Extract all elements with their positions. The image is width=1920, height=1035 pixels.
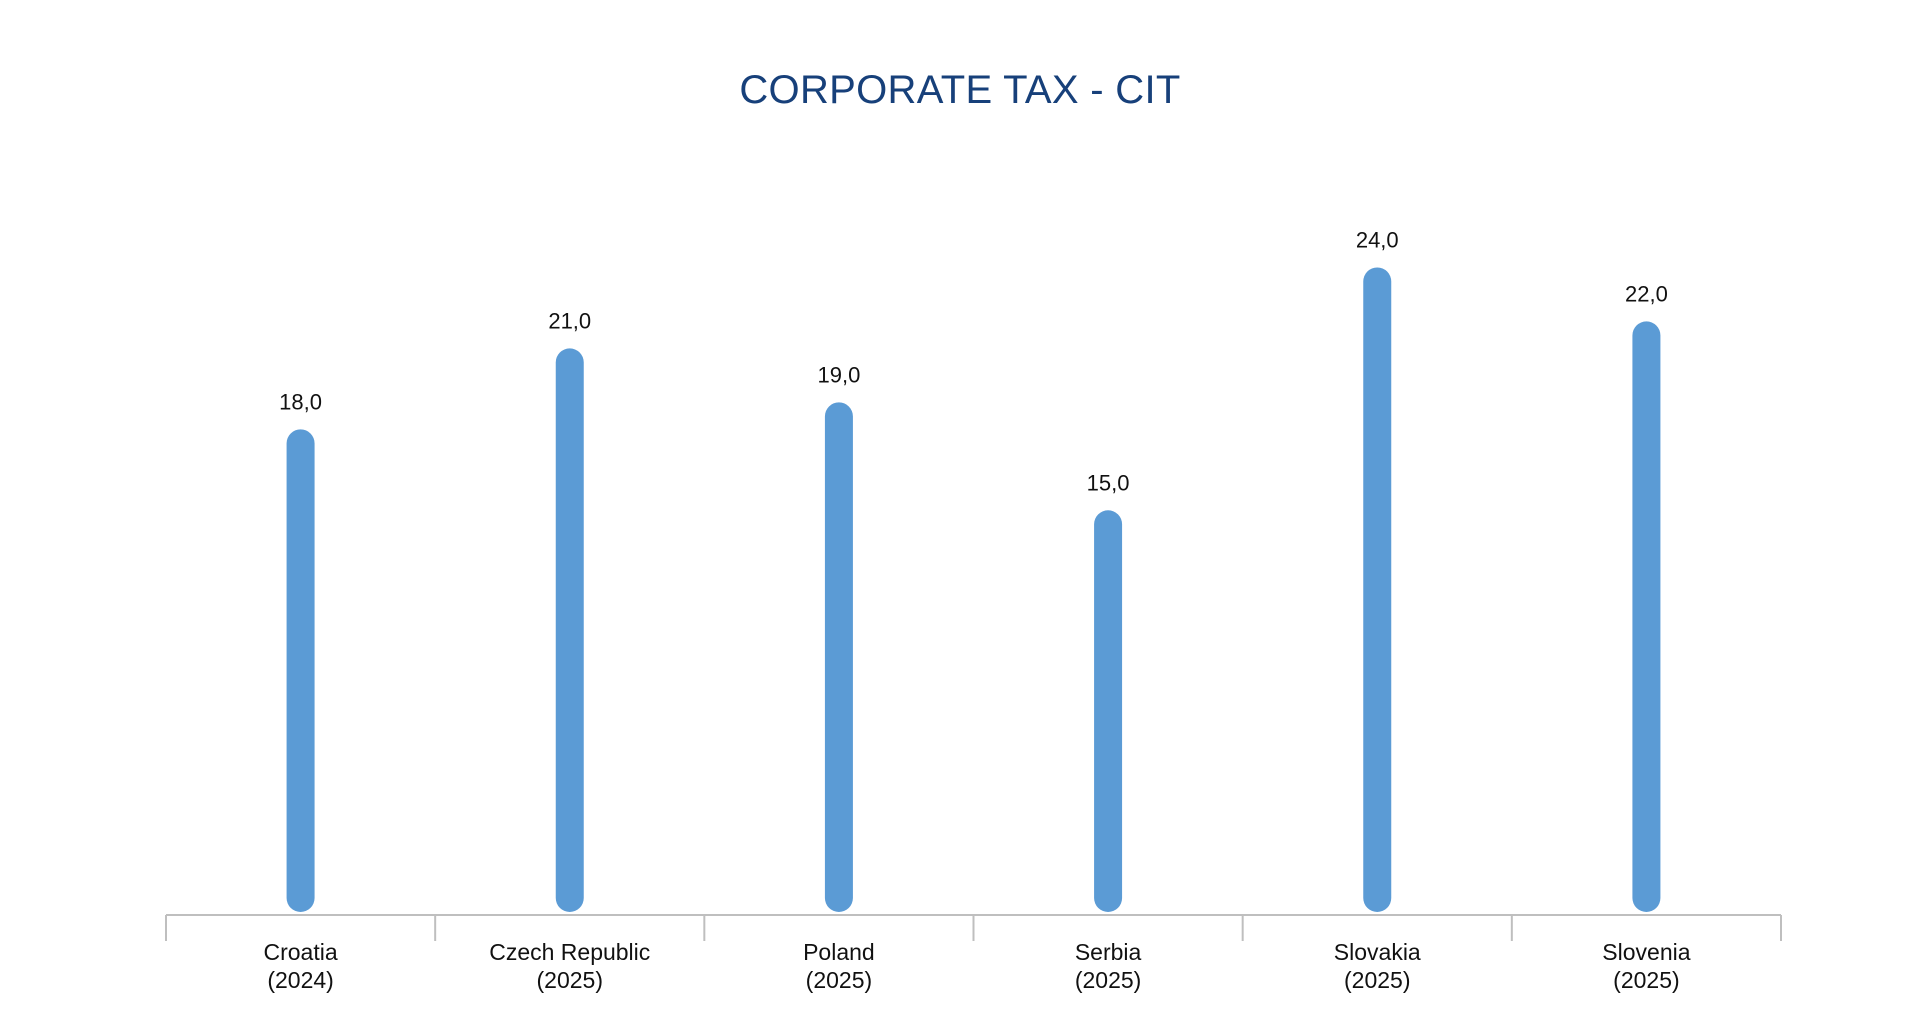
x-tick-label: Slovenia [1602, 939, 1690, 965]
bar [1363, 267, 1392, 912]
data-label: 18,0 [279, 389, 322, 414]
x-tick-label: Croatia [264, 939, 338, 965]
x-tick-label: Poland [803, 939, 875, 965]
data-label: 21,0 [548, 308, 591, 333]
bar [824, 402, 853, 912]
bar [1632, 321, 1661, 912]
x-tick-sublabel: (2025) [1613, 967, 1679, 993]
x-tick-sublabel: (2025) [1344, 967, 1410, 993]
bar [286, 429, 315, 912]
data-label: 24,0 [1356, 227, 1399, 252]
x-tick-label: Czech Republic [489, 939, 650, 965]
data-label: 19,0 [818, 362, 861, 387]
data-label: 22,0 [1625, 281, 1668, 306]
chart-title: CORPORATE TAX - CIT [739, 68, 1181, 112]
x-tick-sublabel: (2025) [1075, 967, 1141, 993]
bar [1094, 510, 1123, 912]
x-tick-sublabel: (2024) [267, 967, 333, 993]
x-tick-sublabel: (2025) [806, 967, 872, 993]
bar [555, 348, 584, 912]
x-tick-label: Slovakia [1334, 939, 1421, 965]
x-tick-sublabel: (2025) [537, 967, 603, 993]
x-tick-label: Serbia [1075, 939, 1142, 965]
data-label: 15,0 [1087, 470, 1130, 495]
